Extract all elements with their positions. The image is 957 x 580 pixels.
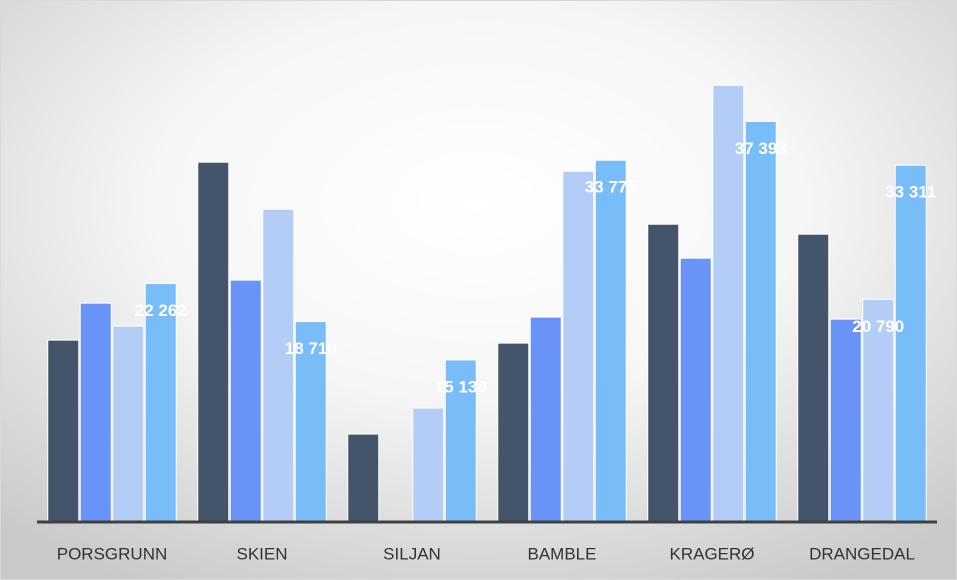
bar xyxy=(47,339,80,523)
data-label: 15 130 xyxy=(435,377,487,396)
x-tick-label: DRANGEDAL xyxy=(809,544,915,563)
data-label: 33 311 xyxy=(885,183,936,202)
x-tick-label: PORSGRUNN xyxy=(57,544,168,563)
bar xyxy=(112,325,145,523)
bar xyxy=(197,161,230,523)
bar xyxy=(444,359,477,523)
bar xyxy=(862,298,895,523)
bar xyxy=(594,159,627,523)
bar xyxy=(79,302,112,523)
data-label: 37 393 xyxy=(735,139,787,158)
bar xyxy=(347,433,380,523)
bar xyxy=(797,233,830,523)
bar xyxy=(229,279,262,523)
bar xyxy=(144,283,177,523)
data-label: 20 790 xyxy=(852,317,904,336)
bar xyxy=(294,321,327,523)
bar xyxy=(744,120,777,523)
bar xyxy=(647,223,680,523)
x-tick-label: SILJAN xyxy=(383,544,441,563)
bar xyxy=(829,318,862,523)
bar xyxy=(562,170,595,523)
bar xyxy=(894,164,927,523)
data-label: 33 775 xyxy=(585,178,637,197)
x-tick-label: BAMBLE xyxy=(528,544,597,563)
bar xyxy=(529,316,562,523)
bar xyxy=(262,208,295,523)
x-tick-label: SKIEN xyxy=(236,544,287,563)
x-tick-label: KRAGERØ xyxy=(669,544,754,563)
data-label: 18 710 xyxy=(285,339,337,358)
data-label: 22 262 xyxy=(135,301,187,320)
bar xyxy=(412,407,445,523)
bar xyxy=(497,342,530,523)
bar xyxy=(679,257,712,523)
